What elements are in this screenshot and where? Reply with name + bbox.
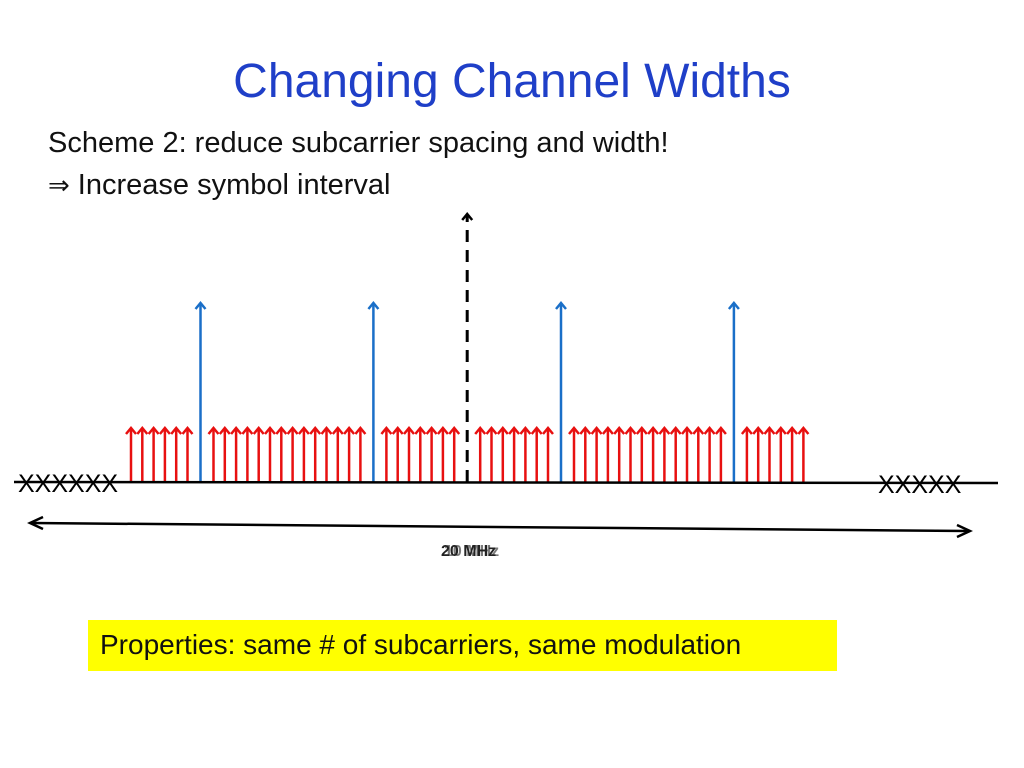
data-subcarrier-arrow [425, 426, 438, 482]
data-subcarrier-arrow [590, 426, 603, 482]
implies-arrow-icon: ⇒ [48, 171, 70, 201]
data-subcarrier-arrow [343, 426, 356, 482]
data-subcarrier-arrow [530, 426, 543, 482]
frequency-axis [13, 480, 999, 485]
data-subcarrier-arrow [786, 426, 799, 482]
data-subcarrier-arrow [275, 426, 288, 482]
data-subcarrier-arrow [752, 426, 765, 482]
data-subcarrier-arrow [436, 426, 449, 482]
bandwidth-arrow [31, 521, 969, 533]
data-subcarrier-arrow [391, 426, 404, 482]
bandwidth-arrowhead-right-icon [956, 523, 973, 539]
data-subcarrier-arrow [218, 426, 231, 482]
data-subcarrier-arrow [403, 426, 415, 482]
data-subcarrier-arrow [601, 426, 614, 482]
data-subcarrier-arrow [170, 426, 183, 482]
data-subcarrier-arrow [658, 426, 671, 482]
data-subcarrier-arrow [252, 426, 265, 482]
data-subcarrier-arrow [286, 426, 299, 482]
data-subcarrier-arrow [380, 426, 393, 482]
data-subcarrier-arrow [568, 426, 580, 482]
data-subcarrier-arrow [763, 426, 776, 482]
data-subcarrier-arrow [414, 426, 427, 482]
data-subcarrier-arrow [579, 426, 592, 482]
data-subcarrier-arrow [519, 426, 532, 482]
pilot-subcarrier-arrow [194, 301, 207, 482]
data-subcarrier-arrow [624, 426, 637, 482]
data-subcarrier-arrow [125, 426, 137, 482]
data-subcarrier-arrow [613, 426, 626, 482]
data-subcarrier-arrow [320, 426, 333, 482]
data-subcarrier-arrow [692, 426, 705, 482]
subcarrier-arrows [125, 212, 810, 482]
data-subcarrier-arrow [647, 426, 660, 482]
data-subcarrier-arrow [158, 426, 171, 482]
data-subcarrier-arrow [496, 426, 509, 482]
data-subcarrier-arrow [681, 426, 693, 482]
data-subcarrier-arrow [703, 426, 716, 482]
data-subcarrier-arrow [714, 426, 727, 482]
data-subcarrier-arrow [297, 426, 310, 482]
data-subcarrier-arrow [797, 426, 810, 482]
data-subcarrier-arrow [181, 426, 194, 482]
implication-text: Increase symbol interval [77, 169, 391, 201]
implication-line: ⇒ Increase symbol interval [48, 166, 390, 205]
data-subcarrier-arrow [230, 426, 243, 482]
pilot-subcarrier-arrow [555, 301, 567, 482]
data-subcarrier-arrow [774, 426, 787, 482]
data-subcarrier-arrow [448, 426, 461, 482]
data-subcarrier-arrow [207, 426, 220, 482]
data-subcarrier-arrow [542, 426, 554, 482]
data-subcarrier-arrow [508, 426, 521, 482]
data-subcarrier-arrow [354, 426, 367, 482]
right-guard-marks: XXXXX [878, 471, 962, 499]
left-guard-marks: XXXXXX [18, 470, 118, 498]
bandwidth-label-new: 10 MHz [444, 543, 499, 560]
data-subcarrier-arrow [331, 426, 344, 482]
bandwidth-label-old: 20 MHz [441, 543, 496, 560]
bandwidth-arrowhead-left-icon [27, 515, 44, 531]
data-subcarrier-arrow [147, 426, 160, 482]
data-subcarrier-arrow [136, 426, 149, 482]
pilot-subcarrier-arrow [727, 301, 740, 482]
data-subcarrier-arrow [669, 426, 682, 482]
data-subcarrier-arrow [474, 426, 487, 482]
data-subcarrier-arrow [635, 426, 648, 482]
pilot-subcarrier-arrow [367, 301, 380, 482]
dc-subcarrier-arrow [461, 212, 474, 482]
data-subcarrier-arrow [485, 426, 498, 482]
data-subcarrier-arrow [740, 426, 753, 482]
scheme-description: Scheme 2: reduce subcarrier spacing and … [48, 127, 669, 159]
data-subcarrier-arrow [264, 426, 276, 482]
properties-callout: Properties: same # of subcarriers, same … [88, 620, 837, 671]
data-subcarrier-arrow [309, 426, 322, 482]
data-subcarrier-arrow [241, 426, 254, 482]
slide-title: Changing Channel Widths [233, 55, 791, 108]
